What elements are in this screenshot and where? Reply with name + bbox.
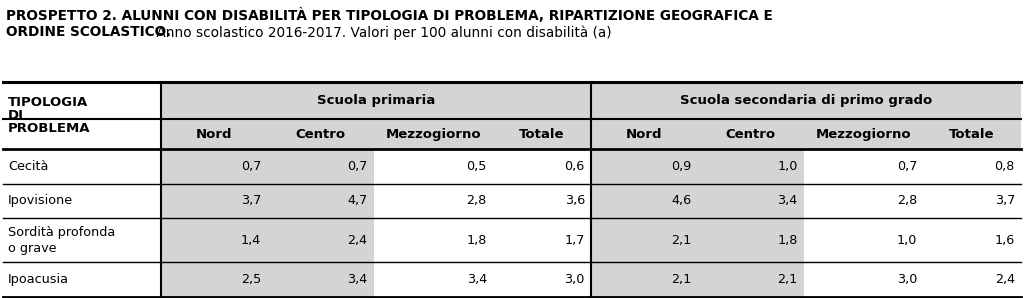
Text: 1,0: 1,0 [777, 160, 798, 173]
Text: 1,6: 1,6 [994, 234, 1015, 247]
Text: 1,7: 1,7 [564, 234, 585, 247]
Text: 3,4: 3,4 [467, 273, 486, 286]
Bar [161, 82, 1021, 119]
Text: 2,8: 2,8 [467, 194, 486, 207]
Text: 0,6: 0,6 [564, 160, 585, 173]
Text: 2,5: 2,5 [241, 273, 261, 286]
Text: Ipoacusia: Ipoacusia [8, 273, 69, 286]
Text: Ipovisione: Ipovisione [8, 194, 73, 207]
Text: 2,4: 2,4 [347, 234, 368, 247]
Text: 2,4: 2,4 [995, 273, 1015, 286]
Text: Nord: Nord [196, 128, 232, 141]
Text: 1,8: 1,8 [467, 234, 486, 247]
Text: Anno scolastico 2016-2017. Valori per 100 alunni con disabilità (a): Anno scolastico 2016-2017. Valori per 10… [152, 25, 611, 40]
Text: 1,8: 1,8 [777, 234, 798, 247]
Text: PROSPETTO 2. ALUNNI CON DISABILITÀ PER TIPOLOGIA DI PROBLEMA, RIPARTIZIONE GEOGR: PROSPETTO 2. ALUNNI CON DISABILITÀ PER T… [6, 8, 773, 23]
Text: DI: DI [8, 109, 24, 122]
Text: 2,1: 2,1 [671, 234, 691, 247]
Text: 3,0: 3,0 [897, 273, 918, 286]
Text: Cecità: Cecità [8, 160, 48, 173]
Text: Scuola secondaria di primo grado: Scuola secondaria di primo grado [680, 94, 932, 107]
Text: 1,4: 1,4 [241, 234, 261, 247]
Text: 4,7: 4,7 [347, 194, 368, 207]
Text: ORDINE SCOLASTICO.: ORDINE SCOLASTICO. [6, 25, 171, 39]
Text: 1,0: 1,0 [897, 234, 918, 247]
Text: Mezzogiorno: Mezzogiorno [385, 128, 481, 141]
Text: 3,7: 3,7 [241, 194, 261, 207]
Text: Sordità profonda
o grave: Sordità profonda o grave [8, 226, 116, 255]
Text: 0,7: 0,7 [241, 160, 261, 173]
Bar [591, 82, 697, 297]
Text: 0,7: 0,7 [347, 160, 368, 173]
Text: 4,6: 4,6 [671, 194, 691, 207]
Text: Centro: Centro [295, 128, 345, 141]
Text: 0,8: 0,8 [994, 160, 1015, 173]
Text: 3,4: 3,4 [777, 194, 798, 207]
Text: 0,5: 0,5 [467, 160, 486, 173]
Text: Nord: Nord [626, 128, 663, 141]
Text: 2,1: 2,1 [671, 273, 691, 286]
Text: 2,8: 2,8 [897, 194, 918, 207]
Bar [3, 82, 1021, 297]
Text: 3,7: 3,7 [994, 194, 1015, 207]
Text: TIPOLOGIA: TIPOLOGIA [8, 96, 88, 109]
Text: 3,0: 3,0 [564, 273, 585, 286]
Text: 3,6: 3,6 [564, 194, 585, 207]
Text: Mezzogiorno: Mezzogiorno [815, 128, 911, 141]
Bar [3, 82, 161, 149]
Text: PROBLEMA: PROBLEMA [8, 122, 90, 135]
Text: Totale: Totale [519, 128, 564, 141]
Bar [161, 119, 1021, 149]
Text: 0,9: 0,9 [671, 160, 691, 173]
Text: Totale: Totale [949, 128, 994, 141]
Text: 2,1: 2,1 [777, 273, 798, 286]
Bar [267, 82, 374, 297]
Text: 0,7: 0,7 [897, 160, 918, 173]
Text: 3,4: 3,4 [347, 273, 368, 286]
Text: Scuola primaria: Scuola primaria [316, 94, 435, 107]
Bar [161, 82, 267, 297]
Bar [697, 82, 804, 297]
Text: Centro: Centro [725, 128, 775, 141]
